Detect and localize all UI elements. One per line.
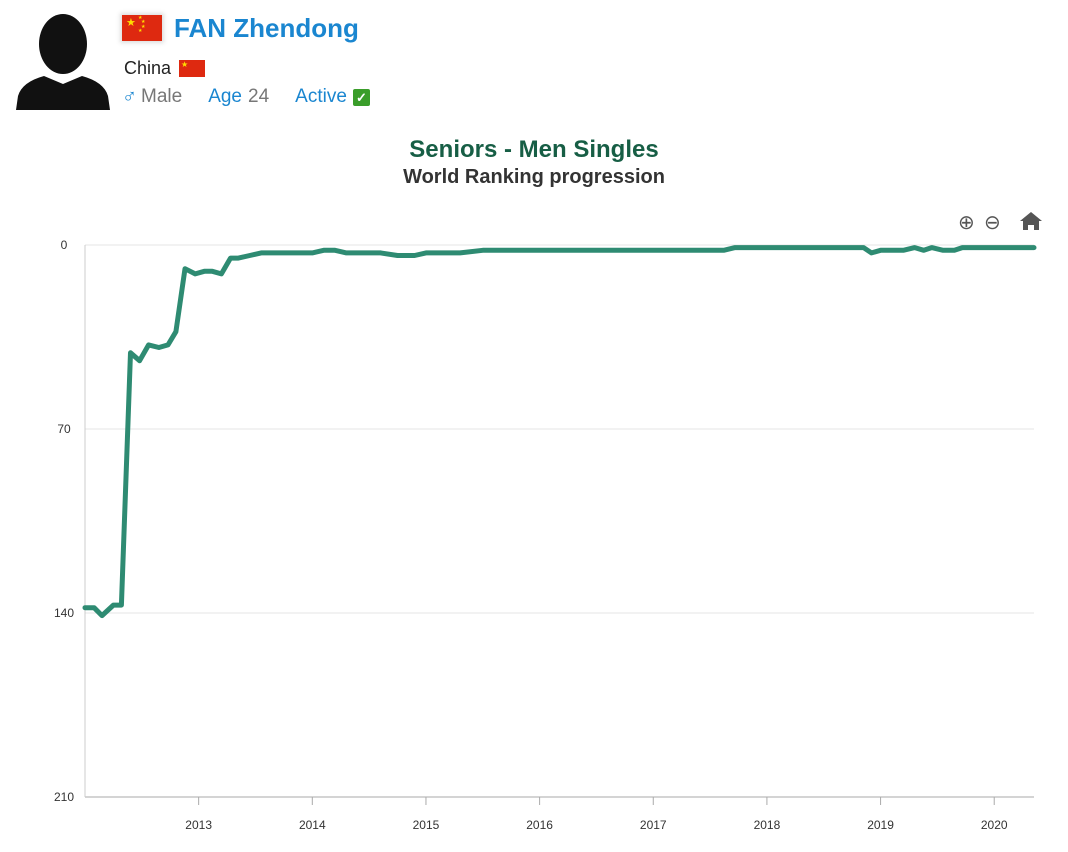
x-tick-label: 2014 bbox=[299, 818, 326, 832]
x-tick-label: 2017 bbox=[640, 818, 667, 832]
name-row: ★ ★ ★ ★ ★ FAN Zhendong bbox=[122, 12, 359, 44]
x-tick-label: 2015 bbox=[413, 818, 440, 832]
age-label: Age bbox=[208, 86, 242, 107]
country-row: China ★ bbox=[124, 56, 206, 80]
chart-toolbar: ⊕ ⊖ bbox=[958, 212, 1042, 234]
male-icon: ♂ bbox=[122, 85, 137, 108]
home-icon[interactable] bbox=[1020, 212, 1042, 230]
gender-label: Male bbox=[141, 86, 183, 107]
x-tick-label: 2019 bbox=[867, 818, 894, 832]
country-name: China bbox=[124, 57, 172, 78]
china-flag-icon: ★ ★ ★ ★ ★ bbox=[122, 15, 162, 41]
x-tick-label: 2016 bbox=[526, 818, 553, 832]
axes bbox=[84, 245, 995, 805]
zoom-out-icon[interactable]: ⊖ bbox=[984, 212, 1001, 234]
avatar-silhouette-icon bbox=[16, 14, 110, 110]
meta-row: ♂ Male Age 24 Active ✓ bbox=[122, 85, 370, 109]
age-value: 24 bbox=[248, 86, 270, 107]
y-tick-label: 140 bbox=[54, 606, 74, 620]
x-tick-label: 2018 bbox=[754, 818, 781, 832]
y-tick-labels: 0 70 140 210 bbox=[54, 238, 74, 804]
y-tick-label: 70 bbox=[57, 422, 71, 436]
china-flag-icon: ★ bbox=[179, 59, 206, 77]
x-tick-label: 2013 bbox=[185, 818, 212, 832]
check-icon: ✓ bbox=[352, 88, 370, 106]
player-name[interactable]: FAN Zhendong bbox=[174, 12, 359, 43]
avatar bbox=[16, 14, 110, 110]
chart-subtitle: World Ranking progression bbox=[403, 166, 665, 188]
y-tick-label: 210 bbox=[54, 790, 74, 804]
status-label: Active bbox=[295, 86, 347, 107]
y-tick-label: 0 bbox=[61, 238, 68, 252]
zoom-in-icon[interactable]: ⊕ bbox=[958, 212, 975, 234]
player-profile: ★ ★ ★ ★ ★ FAN Zhendong China ★ ♂ Male Age 24… bbox=[0, 0, 1068, 125]
grid-lines bbox=[85, 244, 1034, 798]
chart-title: Seniors - Men Singles bbox=[409, 136, 659, 163]
x-tick-label: 2020 bbox=[981, 818, 1008, 832]
x-tick-labels: 2013 2014 2015 2016 2017 2018 2019 2020 bbox=[185, 818, 1008, 832]
ranking-series-line[interactable] bbox=[82, 245, 1037, 619]
